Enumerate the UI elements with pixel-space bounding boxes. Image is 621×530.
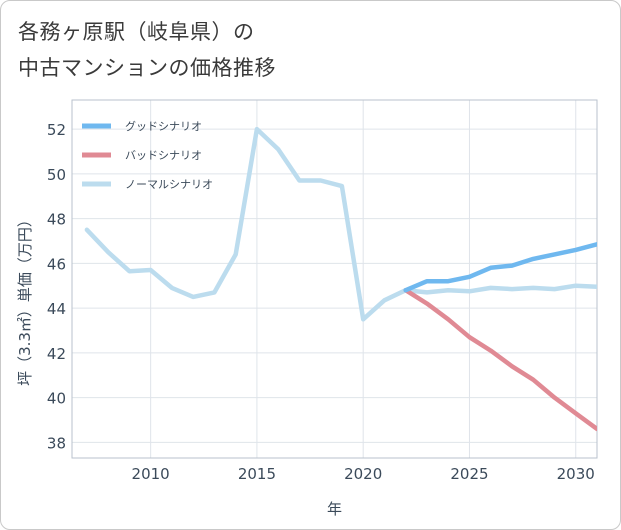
x-tick-label: 2030	[557, 465, 595, 483]
y-tick-label: 46	[47, 255, 66, 273]
series-line-bad	[403, 287, 597, 432]
series-lines	[84, 126, 597, 432]
x-tick-label: 2015	[238, 465, 276, 483]
y-axis-label: 坪（3.3㎡）単価（万円）	[16, 212, 34, 386]
x-tick-label: 2010	[132, 465, 170, 483]
chart-title-line-1: 各務ヶ原駅（岐阜県）の	[18, 20, 255, 44]
y-tick-label: 38	[47, 434, 66, 452]
y-tick-label: 44	[47, 300, 66, 318]
x-axis-label: 年	[327, 500, 342, 518]
y-tick-label: 40	[47, 390, 66, 408]
x-axis-ticks: 2010 2015 2020 2025 2030	[132, 465, 595, 483]
y-tick-label: 42	[47, 345, 66, 363]
x-tick-label: 2025	[450, 465, 488, 483]
y-tick-label: 50	[47, 166, 66, 184]
legend-label: グッドシナリオ	[125, 119, 202, 133]
y-tick-label: 48	[47, 211, 66, 229]
series-line-good	[403, 242, 597, 293]
series-line-normal	[84, 126, 597, 322]
plot-frame	[71, 99, 598, 459]
x-tick-label: 2020	[344, 465, 382, 483]
legend-label: ノーマルシナリオ	[125, 178, 213, 191]
legend-label: バッドシナリオ	[125, 149, 202, 162]
chart-title: 各務ヶ原駅（岐阜県）の 中古マンションの価格推移	[18, 14, 276, 86]
chart-title-line-2: 中古マンションの価格推移	[18, 56, 276, 80]
y-tick-label: 52	[47, 121, 66, 139]
y-axis-ticks: 38 40 42 44 46 48 50 52	[47, 121, 66, 452]
